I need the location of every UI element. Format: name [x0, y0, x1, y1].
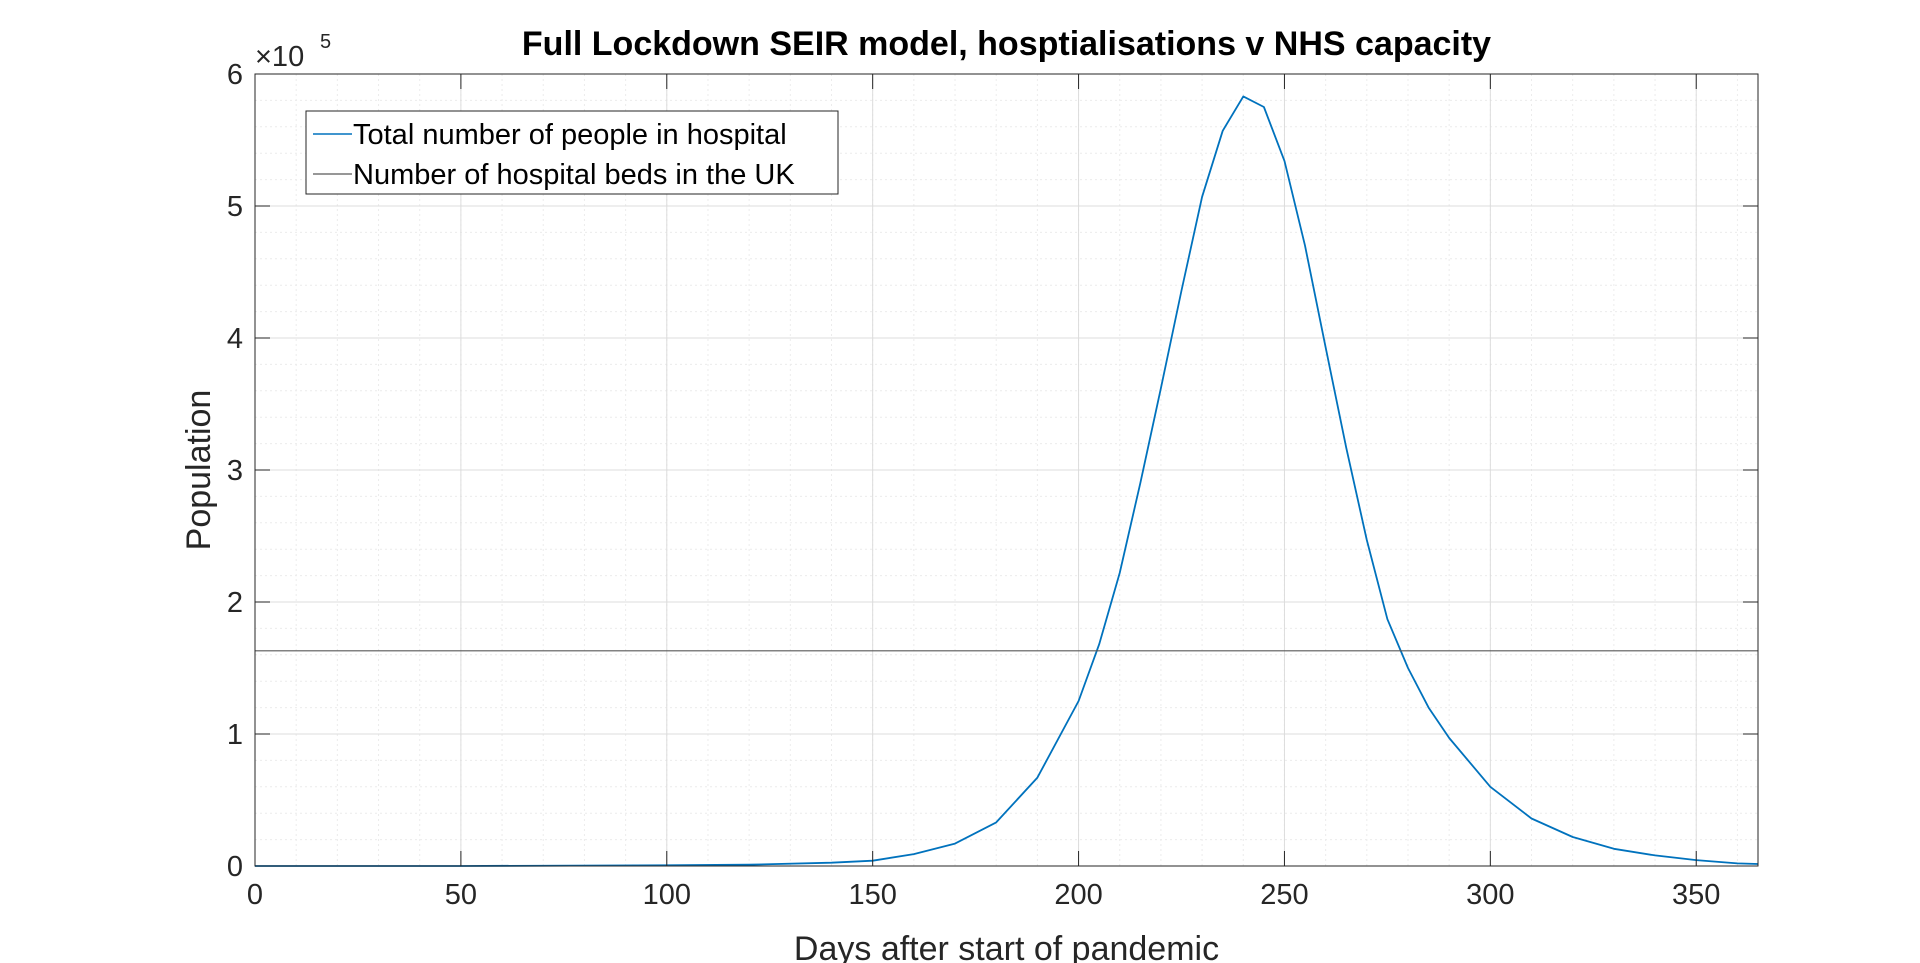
x-tick-label: 0: [247, 879, 263, 911]
series-layer: [255, 95, 1759, 867]
y-tick-label: 3: [227, 455, 243, 487]
y-multiplier-exponent: 5: [320, 31, 331, 53]
legend-box: [305, 110, 839, 195]
y-axis-label: Population: [180, 390, 218, 551]
y-tick-label: 2: [227, 587, 243, 619]
x-tick-label: 250: [1260, 879, 1308, 911]
x-tick-label: 50: [445, 879, 477, 911]
y-tick-label: 0: [227, 851, 243, 883]
y-multiplier-base: ×10: [255, 41, 304, 73]
x-tick-label: 150: [848, 879, 896, 911]
legend-label-hospital: Total number of people in hospital: [353, 119, 787, 151]
legend-label-beds: Number of hospital beds in the UK: [353, 159, 795, 191]
x-tick-label: 100: [643, 879, 691, 911]
series-line-0: [255, 95, 1759, 867]
y-tick-label: 4: [227, 323, 243, 355]
y-tick-label: 1: [227, 719, 243, 751]
y-tick-labels: 0 1 2 3 4 5 6: [227, 59, 243, 883]
x-tick-label: 300: [1466, 879, 1514, 911]
x-tick-labels: 0 50 100 150 200 250 300 350: [247, 879, 1720, 911]
y-tick-label: 6: [227, 59, 243, 91]
chart-title: Full Lockdown SEIR model, hosptialisatio…: [522, 25, 1491, 63]
axis-ticks: [254, 73, 1758, 867]
x-tick-label: 200: [1054, 879, 1102, 911]
y-tick-label: 5: [227, 191, 243, 223]
y-axis-multiplier: ×10 5: [255, 31, 331, 73]
x-tick-label: 350: [1672, 879, 1720, 911]
x-axis-label: Days after start of pandemic: [794, 930, 1219, 963]
legend: Total number of people in hospital Numbe…: [305, 110, 839, 195]
